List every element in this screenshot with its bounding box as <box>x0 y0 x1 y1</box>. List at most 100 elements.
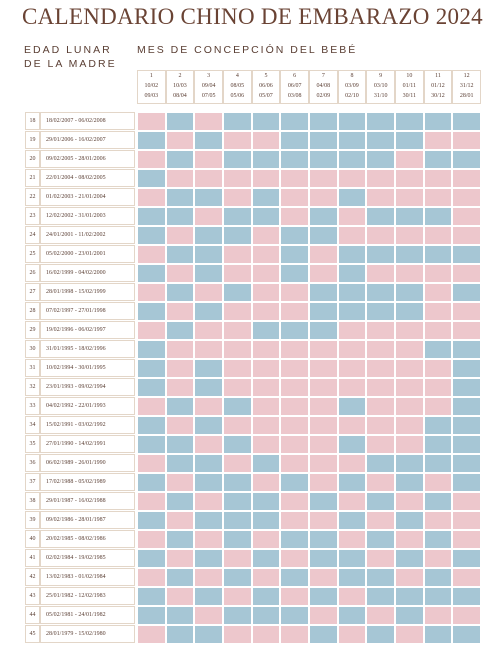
cell <box>137 150 166 169</box>
row-dates: 18/02/2007 - 06/02/2008 <box>40 112 135 130</box>
cell <box>251 492 281 511</box>
column-header: 1 10/02 09/03 <box>137 70 166 104</box>
row-dates: 19/02/1996 - 06/02/1997 <box>40 321 135 339</box>
cell <box>137 549 166 568</box>
cell <box>337 473 367 492</box>
cell <box>137 416 166 435</box>
cell <box>423 511 453 530</box>
row-dates: 04/02/1992 - 22/01/1993 <box>40 397 135 415</box>
cell <box>223 131 252 150</box>
cell <box>194 435 223 454</box>
cell <box>280 568 309 587</box>
cell <box>395 264 424 283</box>
cell <box>137 606 166 625</box>
cell <box>251 264 281 283</box>
cell <box>366 264 395 283</box>
row-dates: 02/02/1984 - 19/02/1985 <box>40 549 135 567</box>
column-num: 10 <box>406 73 413 79</box>
column-to: 08/04 <box>173 93 187 99</box>
row-age: 29 <box>25 321 40 339</box>
cell <box>395 359 424 378</box>
column-to: 02/09 <box>316 93 331 99</box>
cell <box>251 397 281 416</box>
cell <box>194 302 223 321</box>
cell <box>423 492 453 511</box>
row-dates: 12/02/2002 - 31/01/2003 <box>40 207 135 225</box>
column-from: 03/09 <box>345 83 359 89</box>
cell <box>337 587 367 606</box>
cell <box>423 549 453 568</box>
cell <box>280 340 309 359</box>
cell <box>423 340 453 359</box>
cell <box>423 131 453 150</box>
cell <box>423 473 453 492</box>
cell <box>337 492 367 511</box>
cell <box>309 112 338 131</box>
cell <box>366 340 395 359</box>
cell <box>452 378 481 397</box>
row-dates: 17/02/1988 - 05/02/1989 <box>40 473 135 491</box>
cell <box>366 112 395 131</box>
cell <box>366 568 395 587</box>
cell <box>223 321 252 340</box>
cell <box>337 245 367 264</box>
cell <box>395 416 424 435</box>
cell <box>251 530 281 549</box>
cell <box>194 188 223 207</box>
cell <box>165 283 195 302</box>
cell <box>165 511 195 530</box>
cell <box>251 473 281 492</box>
cell <box>337 378 367 397</box>
row-dates: 05/02/2000 - 23/01/2001 <box>40 245 135 263</box>
cell <box>251 188 281 207</box>
row-age: 32 <box>25 378 40 396</box>
cell <box>452 340 481 359</box>
cell <box>309 511 338 530</box>
cell <box>251 435 281 454</box>
cell <box>337 131 367 150</box>
cell <box>452 625 481 644</box>
cell <box>395 625 424 644</box>
cell <box>452 549 481 568</box>
cell <box>309 606 338 625</box>
column-num: 8 <box>350 73 354 79</box>
cell <box>251 378 281 397</box>
cell <box>366 359 395 378</box>
cell <box>337 207 367 226</box>
cell <box>137 492 166 511</box>
cell <box>452 606 481 625</box>
cell <box>423 207 453 226</box>
column-num: 6 <box>293 73 297 79</box>
cell <box>223 226 252 245</box>
cell <box>423 283 453 302</box>
cell <box>223 530 252 549</box>
cell <box>280 169 309 188</box>
cell <box>337 150 367 169</box>
cell <box>194 207 223 226</box>
cell <box>194 454 223 473</box>
cell <box>395 131 424 150</box>
cell <box>165 321 195 340</box>
row-age: 28 <box>25 302 40 320</box>
cell <box>395 454 424 473</box>
cell <box>194 587 223 606</box>
column-to: 09/03 <box>144 93 159 99</box>
column-num: 5 <box>264 73 268 79</box>
column-num: 11 <box>435 73 441 79</box>
cell <box>423 568 453 587</box>
cell <box>395 321 424 340</box>
row-age: 36 <box>25 454 40 472</box>
cell <box>309 321 338 340</box>
cell <box>309 416 338 435</box>
row-dates: 20/02/1985 - 08/02/1986 <box>40 530 135 548</box>
row-age: 44 <box>25 606 40 624</box>
row-dates: 29/01/2006 - 16/02/2007 <box>40 131 135 149</box>
cell <box>165 473 195 492</box>
cell <box>423 169 453 188</box>
column-from: 03/10 <box>373 83 388 89</box>
cell <box>165 264 195 283</box>
row-dates: 05/02/1981 - 24/01/1982 <box>40 606 135 624</box>
cell <box>337 511 367 530</box>
cell <box>366 435 395 454</box>
